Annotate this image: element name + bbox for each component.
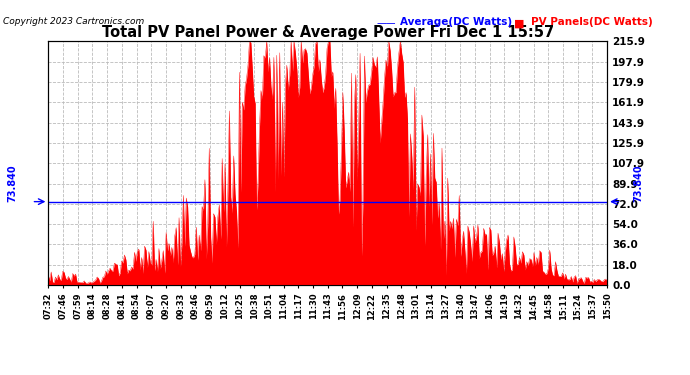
Text: PV Panels(DC Watts): PV Panels(DC Watts) xyxy=(531,17,653,27)
Title: Total PV Panel Power & Average Power Fri Dec 1 15:57: Total PV Panel Power & Average Power Fri… xyxy=(101,25,554,40)
Text: ——: —— xyxy=(376,18,395,28)
Text: Copyright 2023 Cartronics.com: Copyright 2023 Cartronics.com xyxy=(3,17,145,26)
Text: ■: ■ xyxy=(514,18,524,28)
Text: Average(DC Watts): Average(DC Watts) xyxy=(400,17,512,27)
Text: 73.840: 73.840 xyxy=(633,164,643,202)
Text: 73.840: 73.840 xyxy=(7,164,17,202)
